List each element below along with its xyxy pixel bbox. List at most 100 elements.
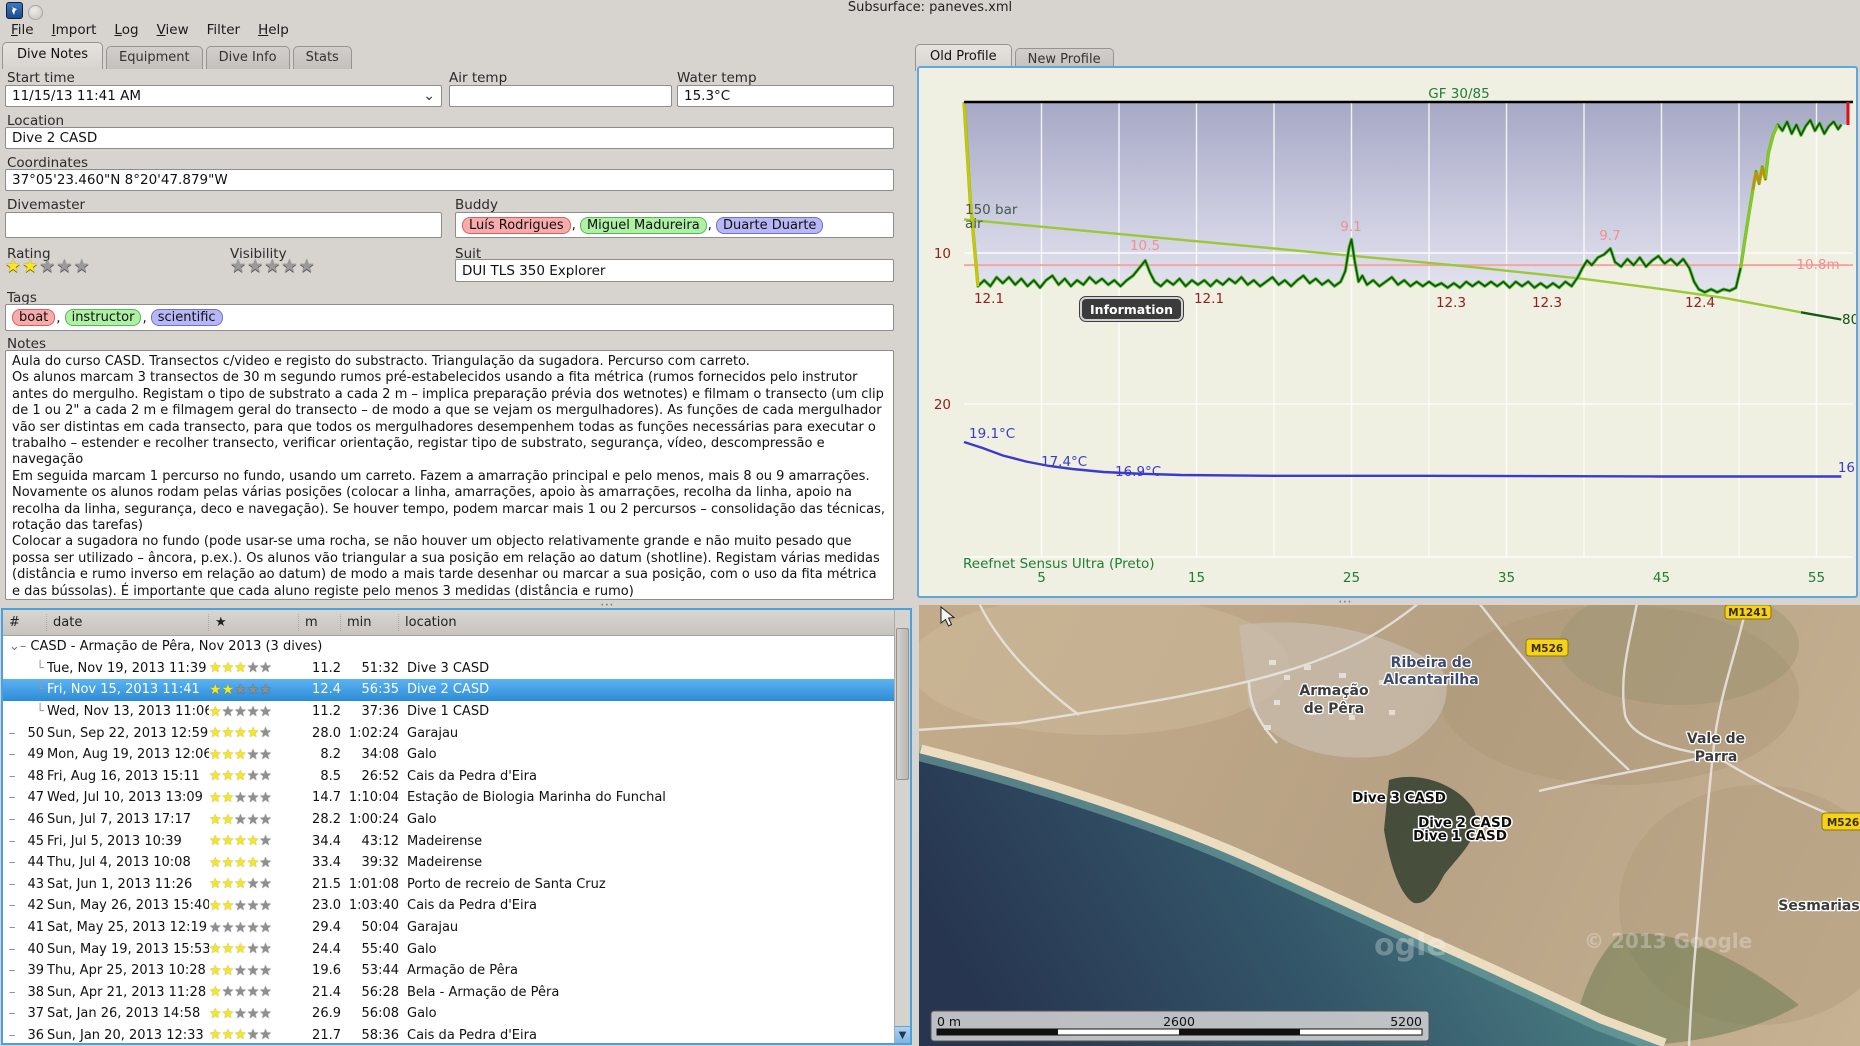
dive-row[interactable]: –45 Fri, Jul 5, 2013 10:39 ★ ★ ★ ★ ★ 34.4 43:12 M… — [3, 830, 910, 852]
star-icon[interactable]: ★ — [234, 941, 247, 958]
tab-dive-notes[interactable]: Dive Notes — [2, 42, 103, 69]
star-icon[interactable]: ★ — [246, 897, 260, 914]
menu-file[interactable]: File — [11, 22, 34, 38]
star-icon[interactable]: ★ — [221, 725, 235, 742]
dive-row[interactable]: –50 Sun, Sep 22, 2013 12:59 ★ ★ ★ ★ ★ 28.0 1:02:… — [3, 722, 910, 744]
star-icon[interactable]: ★ — [209, 789, 222, 806]
star-icon[interactable]: ★ — [246, 962, 260, 979]
star-icon[interactable]: ★ — [234, 1027, 247, 1044]
map-view[interactable]: M526 M526 M1241 Armação de Pêra Ribeira … — [799, 585, 1860, 1046]
dive-list-scrollbar[interactable]: ▼ — [894, 610, 910, 1043]
water-temp-input[interactable]: 15.3°C — [677, 85, 894, 107]
star-icon[interactable]: ★ — [234, 703, 247, 720]
star-icon[interactable]: ★ — [298, 256, 315, 277]
star-icon[interactable]: ★ — [246, 789, 260, 806]
star-icon[interactable]: ★ — [209, 746, 222, 763]
star-icon[interactable]: ★ — [39, 256, 56, 277]
star-icon[interactable]: ★ — [234, 768, 247, 785]
dive-row[interactable]: –42 Sun, May 26, 2013 15:40 ★ ★ ★ ★ ★ 23.0 1:03:… — [3, 895, 910, 917]
dive-row[interactable]: –40 Sun, May 19, 2013 15:53 ★ ★ ★ ★ ★ 24.4 55:40… — [3, 938, 910, 960]
star-icon[interactable]: ★ — [22, 256, 39, 277]
star-icon[interactable]: ★ — [5, 256, 22, 277]
star-icon[interactable]: ★ — [209, 725, 222, 742]
star-icon[interactable]: ★ — [246, 703, 260, 720]
star-icon[interactable]: ★ — [259, 876, 272, 893]
star-icon[interactable]: ★ — [209, 876, 222, 893]
menu-view[interactable]: View — [156, 22, 189, 38]
menu-log[interactable]: Log — [114, 22, 139, 38]
star-icon[interactable]: ★ — [259, 660, 272, 677]
star-icon[interactable]: ★ — [246, 725, 260, 742]
star-icon[interactable]: ★ — [209, 1027, 222, 1044]
star-icon[interactable]: ★ — [246, 1005, 260, 1022]
star-icon[interactable]: ★ — [234, 1005, 247, 1022]
dive-row[interactable]: └ Fri, Nov 15, 2013 11:41 ★ ★ ★ ★ ★ 12.4 56:35 Di… — [3, 679, 910, 701]
dive-site-marker-2[interactable]: Dive 2 CASD — [1417, 814, 1514, 833]
star-icon[interactable]: ★ — [234, 854, 247, 871]
star-icon[interactable]: ★ — [259, 984, 272, 1001]
star-icon[interactable]: ★ — [221, 660, 235, 677]
star-icon[interactable]: ★ — [246, 768, 260, 785]
star-icon[interactable]: ★ — [259, 725, 272, 742]
star-icon[interactable]: ★ — [234, 919, 247, 936]
star-icon[interactable]: ★ — [281, 256, 298, 277]
star-icon[interactable]: ★ — [259, 811, 272, 828]
dive-row[interactable]: └ Wed, Nov 13, 2013 11:06 ★ ★ ★ ★ ★ 11.2 37:36 Di… — [3, 701, 910, 723]
star-icon[interactable]: ★ — [56, 256, 73, 277]
star-icon[interactable]: ★ — [221, 897, 235, 914]
star-icon[interactable]: ★ — [209, 1005, 222, 1022]
dive-row[interactable]: –43 Sat, Jun 1, 2013 11:26 ★ ★ ★ ★ ★ 21.5 1:01:0… — [3, 874, 910, 896]
star-icon[interactable]: ★ — [234, 725, 247, 742]
star-icon[interactable]: ★ — [73, 256, 90, 277]
star-icon[interactable]: ★ — [246, 854, 260, 871]
trip-collapse-icon[interactable]: ⌄– — [9, 639, 27, 655]
menu-import[interactable]: Import — [51, 22, 97, 38]
star-icon[interactable]: ★ — [247, 256, 264, 277]
tags-input[interactable]: boat, instructor, scientific — [5, 304, 894, 331]
notes-textarea[interactable]: Aula do curso CASD. Transectos c/video e… — [5, 350, 894, 600]
star-icon[interactable]: ★ — [221, 1005, 235, 1022]
star-icon[interactable]: ★ — [259, 1005, 272, 1022]
star-icon[interactable]: ★ — [209, 681, 222, 698]
star-icon[interactable]: ★ — [246, 660, 260, 677]
star-icon[interactable]: ★ — [209, 919, 222, 936]
star-icon[interactable]: ★ — [234, 746, 247, 763]
star-icon[interactable]: ★ — [264, 256, 281, 277]
star-icon[interactable]: ★ — [221, 789, 235, 806]
menu-help[interactable]: Help — [258, 22, 289, 38]
star-icon[interactable]: ★ — [209, 854, 222, 871]
star-icon[interactable]: ★ — [230, 256, 247, 277]
suit-input[interactable]: DUI TLS 350 Explorer — [455, 259, 894, 282]
star-icon[interactable]: ★ — [259, 854, 272, 871]
trip-row[interactable]: ⌄– CASD - Armação de Pêra, Nov 2013 (3 di… — [3, 636, 910, 658]
dive-row[interactable]: –38 Sun, Apr 21, 2013 11:28 ★ ★ ★ ★ ★ 21.4 56:28… — [3, 982, 910, 1004]
divemaster-input[interactable] — [5, 212, 442, 238]
star-icon[interactable]: ★ — [234, 833, 247, 850]
star-icon[interactable]: ★ — [221, 768, 235, 785]
information-tooltip[interactable]: Information — [1079, 296, 1184, 322]
star-icon[interactable]: ★ — [246, 811, 260, 828]
coordinates-input[interactable]: 37°05'23.460"N 8°20'47.879"W — [5, 169, 894, 191]
star-icon[interactable]: ★ — [209, 811, 222, 828]
column-header-stars[interactable]: ★ — [209, 614, 299, 631]
star-icon[interactable]: ★ — [259, 1027, 272, 1044]
star-icon[interactable]: ★ — [259, 746, 272, 763]
titlebar-button-icon[interactable] — [28, 5, 43, 20]
dive-row[interactable]: └ Tue, Nov 19, 2013 11:39 ★ ★ ★ ★ ★ 11.2 51:32 Di… — [3, 658, 910, 680]
star-icon[interactable]: ★ — [221, 919, 235, 936]
air-temp-input[interactable] — [449, 85, 672, 107]
star-icon[interactable]: ★ — [246, 941, 260, 958]
scrollbar-thumb[interactable] — [896, 628, 909, 780]
star-icon[interactable]: ★ — [234, 962, 247, 979]
visibility-stars[interactable]: ★ ★ ★ ★ ★ — [230, 258, 315, 276]
column-header-date[interactable]: date — [47, 614, 209, 631]
star-icon[interactable]: ★ — [209, 660, 222, 677]
star-icon[interactable]: ★ — [221, 984, 235, 1001]
star-icon[interactable]: ★ — [259, 897, 272, 914]
star-icon[interactable]: ★ — [246, 746, 260, 763]
chevron-down-icon[interactable]: ⌄ — [423, 88, 435, 104]
star-icon[interactable]: ★ — [234, 984, 247, 1001]
dive-row[interactable]: –36 Sun, Jan 20, 2013 12:33 ★ ★ ★ ★ ★ 21.7 58:36… — [3, 1025, 910, 1044]
column-header-num[interactable]: # — [3, 614, 47, 631]
scrollbar-down-button[interactable]: ▼ — [895, 1026, 910, 1043]
